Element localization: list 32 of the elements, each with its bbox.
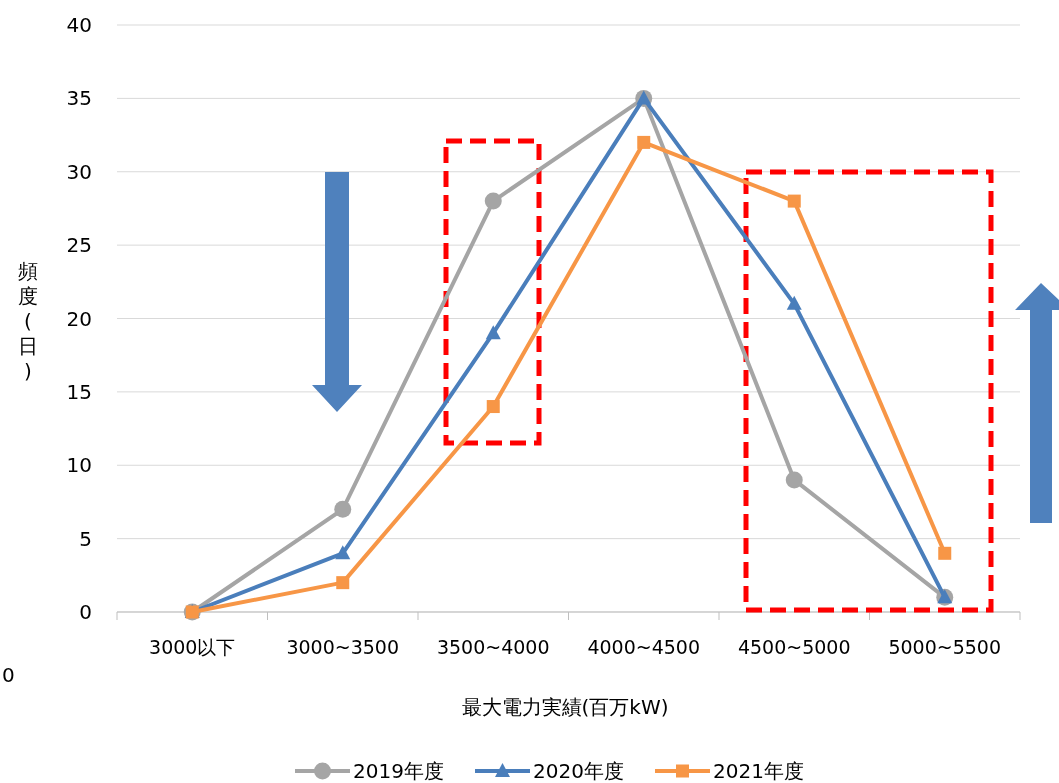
point xyxy=(334,500,352,518)
xtick: 3000~3500 xyxy=(286,636,400,658)
ytick: 15 xyxy=(66,379,92,404)
ytick: 10 xyxy=(66,453,92,478)
point xyxy=(637,135,651,149)
legend-label: 2020年度 xyxy=(533,759,624,783)
ytick: 20 xyxy=(66,306,92,331)
xtick: 4500~5000 xyxy=(737,636,851,658)
ytick: 0 xyxy=(79,600,92,624)
point xyxy=(486,400,500,414)
ytick: 30 xyxy=(66,159,92,184)
xtick: 5000~5500 xyxy=(888,636,1002,658)
ytick: 35 xyxy=(66,86,92,111)
xlabel: 最大電力実績(百万kW) xyxy=(461,695,669,719)
xtick: 4000~4500 xyxy=(587,636,701,658)
point xyxy=(484,192,502,210)
point xyxy=(335,545,351,560)
point xyxy=(336,576,350,590)
point xyxy=(786,295,802,310)
point xyxy=(485,325,501,340)
legend-label: 2019年度 xyxy=(353,759,444,783)
legend-label: 2021年度 xyxy=(713,759,804,783)
annotation: 0 xyxy=(2,663,15,687)
point xyxy=(787,194,801,208)
ytick: 40 xyxy=(66,13,92,37)
ylabel: 頻度(日) xyxy=(18,259,38,383)
ytick: 25 xyxy=(66,233,92,258)
point xyxy=(938,546,952,560)
ytick: 5 xyxy=(79,526,92,551)
xtick: 3500~4000 xyxy=(436,636,550,658)
point xyxy=(785,471,803,489)
xtick: 3000以下 xyxy=(149,636,236,658)
